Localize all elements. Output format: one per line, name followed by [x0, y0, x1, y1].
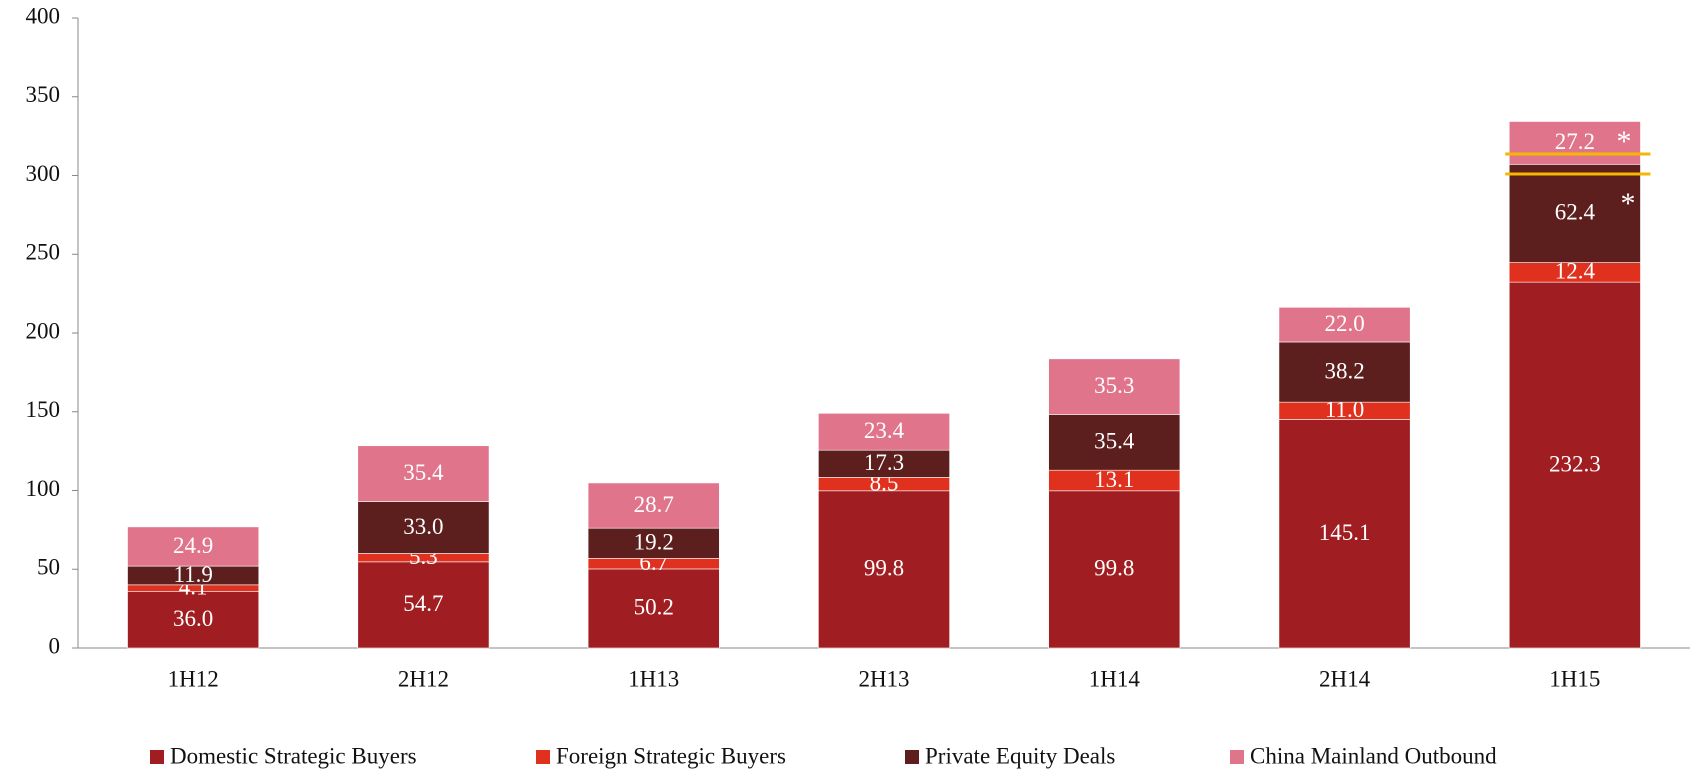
bar-segment — [818, 449, 950, 478]
bar-segment — [818, 413, 950, 451]
data-label: 27.2 — [1555, 129, 1595, 154]
data-label: 13.1 — [1094, 467, 1134, 492]
bar-segment — [127, 590, 260, 649]
bar-segment — [1278, 307, 1411, 343]
bar-segment — [1048, 490, 1181, 649]
y-tick-label: 400 — [26, 3, 61, 28]
data-label: 232.3 — [1549, 451, 1601, 476]
bar-segment — [357, 445, 490, 502]
bar-segment — [587, 482, 720, 529]
data-label: 145.1 — [1319, 520, 1371, 545]
data-label: 62.4 — [1555, 200, 1596, 225]
data-label: 23.4 — [864, 418, 905, 443]
legend-label: Domestic Strategic Buyers — [170, 743, 417, 768]
data-label: 17.3 — [864, 450, 904, 475]
y-tick-label: 100 — [26, 476, 61, 501]
x-tick-label: 1H13 — [628, 666, 679, 691]
data-label: 19.2 — [634, 530, 674, 555]
bar-segment — [1508, 281, 1641, 649]
data-label: 99.8 — [1094, 556, 1134, 581]
legend-label: China Mainland Outbound — [1250, 743, 1497, 768]
y-tick-label: 300 — [26, 161, 61, 186]
bar-segment — [1508, 121, 1641, 165]
legend-label: Foreign Strategic Buyers — [556, 743, 786, 768]
bar-segment — [357, 561, 490, 649]
annotation: * — [1617, 125, 1632, 158]
data-label: 22.0 — [1324, 311, 1364, 336]
x-tick-label: 1H15 — [1549, 666, 1600, 691]
data-label: 38.2 — [1324, 358, 1364, 383]
data-label: 24.9 — [173, 533, 213, 558]
bar-segment — [587, 568, 720, 649]
legend-swatch — [536, 750, 550, 764]
data-label: 99.8 — [864, 556, 904, 581]
bar-segment — [127, 526, 260, 567]
x-tick-label: 1H12 — [168, 666, 219, 691]
x-tick-label: 2H12 — [398, 666, 449, 691]
data-label: 35.4 — [1094, 429, 1135, 454]
y-tick-label: 150 — [26, 397, 61, 422]
annotation: * — [1621, 187, 1636, 220]
data-label: 28.7 — [634, 492, 674, 517]
y-tick-label: 0 — [49, 633, 61, 658]
y-tick-label: 200 — [26, 318, 61, 343]
data-label: 33.0 — [403, 514, 443, 539]
x-tick-label: 2H13 — [858, 666, 909, 691]
bar-segment — [1508, 164, 1641, 263]
bar-segment — [357, 501, 490, 554]
bar-segment — [1048, 358, 1181, 415]
data-label: 50.2 — [634, 595, 674, 620]
bar-segment — [818, 490, 950, 649]
data-label: 54.7 — [403, 591, 443, 616]
bar-segment — [1278, 341, 1411, 403]
legend-swatch — [1230, 750, 1244, 764]
bar-segment — [1278, 419, 1411, 649]
legend-label: Private Equity Deals — [925, 743, 1115, 768]
legend-swatch — [905, 750, 919, 764]
data-label: 35.4 — [403, 460, 444, 485]
legend-swatch — [150, 750, 164, 764]
data-label: 36.0 — [173, 606, 213, 631]
y-tick-label: 250 — [26, 240, 61, 265]
x-tick-label: 1H14 — [1089, 666, 1141, 691]
x-tick-label: 2H14 — [1319, 666, 1371, 691]
bar-segment — [587, 527, 720, 559]
y-tick-label: 350 — [26, 82, 61, 107]
bar-segment — [1048, 414, 1181, 471]
data-label: 35.3 — [1094, 373, 1134, 398]
y-tick-label: 50 — [37, 555, 60, 580]
